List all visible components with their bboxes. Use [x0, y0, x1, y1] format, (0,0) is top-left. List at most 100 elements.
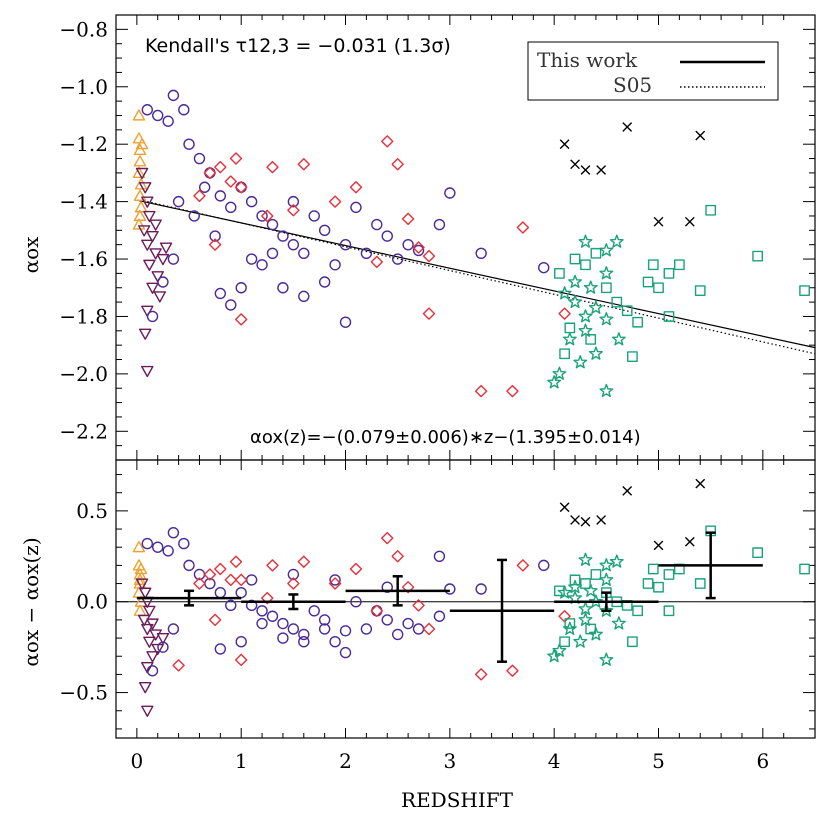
triangle-point: [133, 189, 147, 201]
triangle-down-point: [137, 225, 151, 237]
triangle-down-point: [143, 636, 156, 648]
diamond-point: [297, 555, 310, 568]
circle-point: [256, 617, 268, 630]
circle-point: [287, 623, 300, 635]
circle-point: [266, 218, 279, 231]
fit-line-this-work: [136, 199, 816, 349]
circle-point: [214, 190, 227, 202]
triangle-down-point: [141, 705, 154, 717]
star-point: [562, 332, 577, 346]
diamond-point: [266, 559, 279, 572]
circle-point: [318, 276, 331, 288]
square-point: [590, 569, 602, 580]
circle-point: [444, 187, 456, 199]
x-tick-label: 2: [339, 749, 352, 773]
y-tick-label: −2.2: [59, 419, 108, 443]
circle-point: [339, 646, 352, 659]
x-tick-label: 6: [756, 749, 769, 773]
circle-point: [245, 253, 258, 265]
diamond-point: [370, 255, 384, 269]
star-point: [599, 652, 614, 666]
star-point: [562, 621, 577, 636]
circle-point: [412, 244, 425, 257]
square-point: [799, 285, 810, 296]
star-point: [547, 648, 562, 663]
diamond-point: [214, 160, 227, 174]
cross-point: [684, 216, 695, 227]
circle-point: [318, 614, 331, 626]
circle-point: [433, 218, 446, 231]
square-point: [673, 259, 685, 271]
square-point: [705, 204, 717, 216]
square-point: [627, 636, 638, 648]
circle-point: [287, 195, 300, 208]
top-panel: −0.8 −1.0 −1.2 −1.4 −1.6 −1.8 −2.0 −2.2: [59, 14, 816, 461]
circle-point: [329, 574, 341, 586]
star-point: [552, 643, 567, 657]
y-tick-label: −1.4: [59, 190, 108, 214]
square-point: [585, 623, 597, 635]
square-point: [799, 563, 810, 575]
square-point: [627, 351, 638, 363]
diamond-point: [381, 531, 394, 545]
circle-point: [266, 610, 279, 622]
star-point: [599, 558, 614, 572]
circle-point: [256, 210, 268, 222]
circle-point: [339, 316, 352, 328]
square-point: [585, 334, 597, 345]
diamond-point: [370, 604, 384, 618]
star-point: [599, 266, 614, 280]
x-tick-label: 0: [130, 749, 143, 773]
diamond-point: [401, 212, 415, 226]
bottom-plot-frame: [115, 459, 816, 739]
triangle-down-point: [141, 305, 154, 317]
circle-point: [266, 247, 279, 259]
legend-label-this-work: This work: [537, 48, 638, 72]
triangle-down-point: [141, 365, 154, 378]
cross-point: [622, 485, 633, 496]
diamond-point: [261, 591, 274, 605]
star-point: [611, 616, 626, 630]
star-point: [578, 612, 593, 626]
square-point: [642, 276, 654, 288]
circle-point: [298, 635, 310, 648]
cross-point: [596, 165, 607, 175]
star-point: [599, 383, 614, 398]
circle-point: [162, 115, 174, 127]
star-point: [547, 375, 562, 389]
diamond-point: [422, 307, 436, 320]
y-tick-label: −1.6: [59, 247, 108, 271]
diamond-point: [516, 559, 530, 572]
star-point: [578, 309, 593, 323]
circle-point: [198, 181, 211, 193]
square-point: [663, 605, 675, 617]
star-point: [568, 579, 583, 594]
triangle-point: [132, 218, 146, 230]
diamond-point: [172, 659, 185, 672]
star-point: [599, 572, 614, 586]
star-point: [552, 366, 567, 380]
square-point: [569, 253, 581, 265]
cross-point: [695, 130, 706, 141]
x-tick-label: 3: [443, 749, 456, 773]
triangle-point: [132, 166, 146, 179]
circle-point: [183, 559, 195, 572]
triangle-down-point: [146, 230, 159, 243]
star-point: [568, 274, 583, 289]
y-tick-label: −1.2: [59, 132, 108, 156]
y-tick-label: −1.0: [59, 75, 108, 99]
triangle-down-point: [139, 328, 152, 340]
circle-point: [245, 574, 258, 586]
circle-point: [141, 104, 153, 116]
circle-point: [167, 253, 180, 265]
diamond-point: [328, 577, 342, 590]
cross-point: [570, 159, 580, 170]
bottom-panel: 0 1 2 3 4 5 6 0.5 0.0 −0.5: [59, 459, 816, 773]
star-point: [599, 243, 614, 257]
triangle-down-point: [156, 253, 170, 266]
y-tick-label: −0.8: [59, 17, 108, 41]
kendall-annotation: Kendall's τ12,3 = −0.031 (1.3σ): [145, 35, 451, 57]
cross-point: [622, 122, 633, 132]
square-point: [653, 581, 664, 593]
